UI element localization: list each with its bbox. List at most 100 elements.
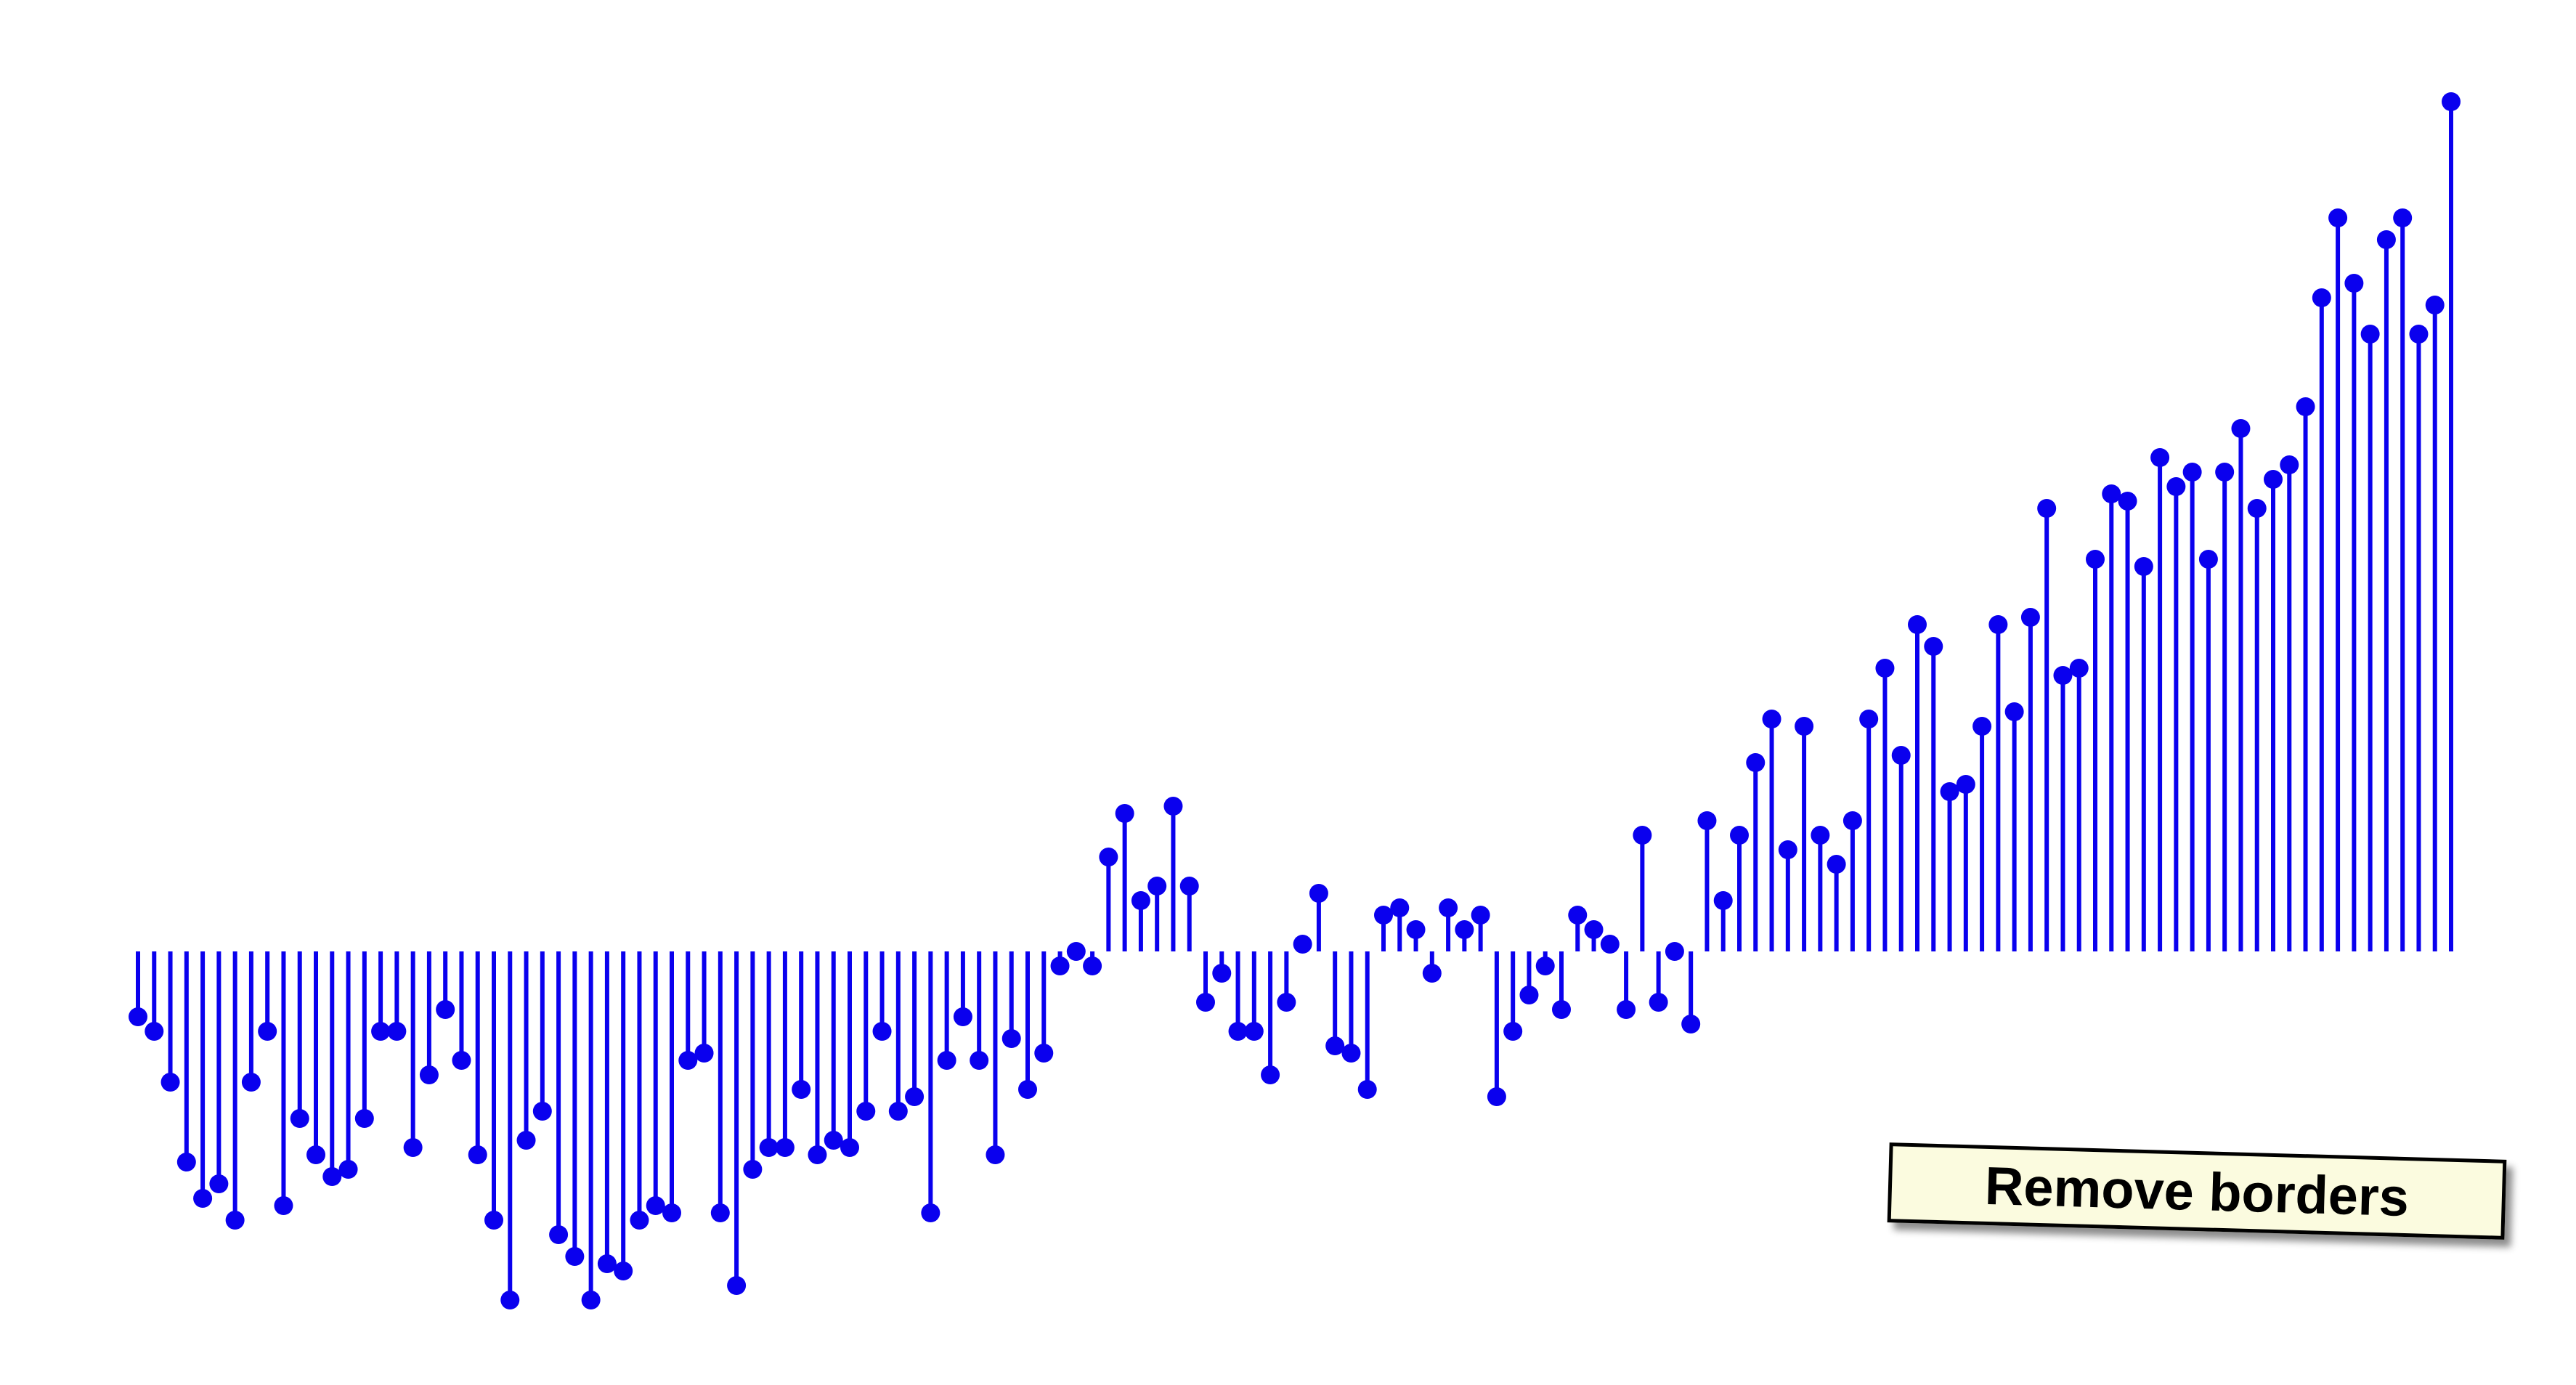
stem-marker xyxy=(2150,448,2170,467)
stem-marker xyxy=(1066,942,1086,961)
stem-marker xyxy=(1746,753,1766,772)
stem-marker xyxy=(1179,877,1199,895)
stem-marker xyxy=(1325,1036,1345,1055)
stem-marker xyxy=(1697,811,1717,830)
stem-marker xyxy=(662,1203,681,1222)
stem-marker xyxy=(2215,463,2235,482)
stem-marker xyxy=(2182,463,2202,482)
stem-marker xyxy=(2344,274,2364,293)
stem-marker xyxy=(258,1022,277,1041)
stem-marker xyxy=(986,1145,1005,1164)
stem-marker xyxy=(1552,1000,1571,1019)
stem-marker xyxy=(176,1153,196,1171)
stem-marker xyxy=(1163,797,1183,816)
stem-marker xyxy=(209,1174,229,1193)
stem-marker xyxy=(2442,92,2461,111)
stem-marker xyxy=(710,1203,730,1222)
stem-marker xyxy=(2247,499,2267,518)
stem-marker xyxy=(1374,906,1393,925)
stem-marker xyxy=(322,1167,342,1186)
stem-marker xyxy=(1503,1022,1523,1041)
stem-marker xyxy=(808,1145,827,1164)
stem-marker xyxy=(241,1073,261,1092)
stem-marker xyxy=(727,1276,747,1295)
stem-marker xyxy=(1341,1044,1361,1063)
stem-marker xyxy=(1940,782,1959,801)
stem-marker xyxy=(1649,993,1668,1012)
stem-marker xyxy=(1261,1065,1280,1084)
stem-marker xyxy=(1519,986,1539,1004)
stem-marker xyxy=(1083,956,1102,975)
stem-marker xyxy=(743,1160,763,1179)
stem-marker xyxy=(2166,477,2186,496)
stem-marker xyxy=(1842,811,1862,830)
stem-marker xyxy=(1875,659,1895,678)
stem-marker xyxy=(1924,637,1943,656)
stem-marker xyxy=(2312,288,2331,307)
stem-marker xyxy=(2198,550,2218,569)
stem-marker xyxy=(2409,325,2429,344)
stem-marker xyxy=(1455,920,1474,939)
stem-marker xyxy=(1390,898,1410,917)
stem-marker xyxy=(775,1138,795,1157)
stem-marker xyxy=(1115,804,1134,823)
stem-marker xyxy=(840,1138,859,1157)
stem-marker xyxy=(1600,935,1620,954)
stem-marker xyxy=(274,1196,293,1215)
stem-marker xyxy=(1988,615,2008,634)
stem-marker xyxy=(1099,848,1118,866)
stem-marker xyxy=(1439,898,1458,917)
stem-marker xyxy=(306,1145,325,1164)
stem-marker xyxy=(1309,884,1328,903)
stem-marker xyxy=(614,1262,633,1280)
stem-marker xyxy=(1956,775,1975,794)
stem-marker xyxy=(468,1145,487,1164)
stem-marker xyxy=(1196,993,1215,1012)
stem-marker xyxy=(516,1131,536,1150)
stem-marker xyxy=(1471,906,1490,925)
stem-marker xyxy=(484,1211,503,1230)
stem-marker xyxy=(2102,484,2121,503)
stem-marker xyxy=(1244,1022,1264,1041)
stem-marker xyxy=(1665,942,1684,961)
stem-marker xyxy=(1617,1000,1636,1019)
stem-marker xyxy=(565,1247,585,1266)
stem-marker xyxy=(1713,891,1733,910)
stem-marker xyxy=(2053,666,2073,685)
stem-marker xyxy=(2118,492,2137,511)
stem-marker xyxy=(145,1022,164,1041)
stem-marker xyxy=(2360,325,2380,344)
stem-marker xyxy=(193,1189,213,1208)
stem-marker xyxy=(532,1102,552,1121)
stem-marker xyxy=(678,1051,698,1070)
stem-marker xyxy=(500,1291,520,1309)
stem-marker xyxy=(1681,1015,1701,1033)
stem-marker xyxy=(1034,1044,1054,1063)
stem-marker xyxy=(630,1211,649,1230)
stem-marker xyxy=(2020,608,2040,627)
stem-marker xyxy=(2231,419,2251,438)
stem-marker xyxy=(1795,717,1814,736)
stem-marker xyxy=(1811,826,1830,845)
stem-marker xyxy=(290,1109,309,1128)
stem-marker xyxy=(549,1225,569,1244)
stem-marker xyxy=(1859,710,1879,728)
stem-marker xyxy=(436,1000,455,1019)
stem-marker xyxy=(2069,659,2089,678)
stem-marker xyxy=(354,1109,374,1128)
stem-marker xyxy=(1001,1029,1021,1048)
stem-marker xyxy=(1357,1080,1377,1099)
stem-marker xyxy=(1131,891,1150,910)
stem-marker xyxy=(2280,455,2299,474)
stem-marker xyxy=(905,1087,925,1106)
series-group xyxy=(129,92,2461,1309)
stem-marker xyxy=(1891,746,1911,765)
stem-marker xyxy=(161,1073,180,1092)
stem-marker xyxy=(1147,877,1167,895)
stem-marker xyxy=(646,1196,665,1215)
stem-marker xyxy=(419,1065,439,1084)
stem-marker xyxy=(225,1211,245,1230)
stem-marker xyxy=(1730,826,1749,845)
stem-marker xyxy=(953,1007,972,1026)
